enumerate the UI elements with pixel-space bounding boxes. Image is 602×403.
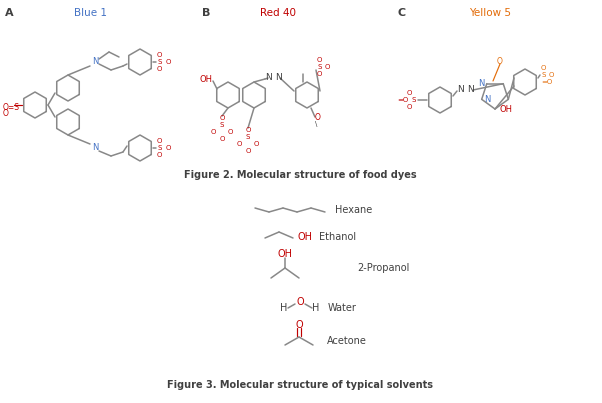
Text: OH: OH: [499, 104, 512, 114]
Text: O: O: [497, 58, 503, 66]
Text: O: O: [157, 152, 163, 158]
Text: O: O: [166, 145, 172, 151]
Text: O: O: [254, 141, 259, 147]
Text: O: O: [211, 129, 216, 135]
Text: O: O: [237, 141, 242, 147]
Text: Figure 3. Molecular structure of typical solvents: Figure 3. Molecular structure of typical…: [167, 380, 433, 390]
Text: Acetone: Acetone: [327, 336, 367, 346]
Text: B: B: [202, 8, 210, 18]
Text: N: N: [92, 143, 98, 152]
Text: N: N: [276, 73, 282, 83]
Text: Water: Water: [328, 303, 357, 313]
Text: H: H: [281, 303, 288, 313]
Text: O: O: [317, 57, 323, 63]
Text: OH: OH: [297, 232, 312, 242]
Text: \: \: [315, 121, 317, 127]
Text: Hexane: Hexane: [335, 205, 372, 215]
Text: S: S: [220, 122, 224, 128]
Text: O: O: [245, 127, 250, 133]
Text: A: A: [5, 8, 14, 18]
Text: N: N: [468, 85, 474, 94]
Text: OH: OH: [278, 249, 293, 259]
Text: S: S: [157, 59, 161, 65]
Text: OH: OH: [200, 75, 213, 85]
Text: N: N: [483, 95, 490, 104]
Text: O: O: [406, 90, 412, 96]
Text: =O: =O: [397, 97, 408, 103]
Text: S: S: [157, 145, 161, 151]
Text: O: O: [325, 64, 330, 70]
Text: O: O: [166, 59, 172, 65]
Text: O: O: [157, 138, 163, 144]
Text: O: O: [219, 115, 225, 121]
Text: Figure 2. Molecular structure of food dyes: Figure 2. Molecular structure of food dy…: [184, 170, 417, 180]
Text: S: S: [541, 72, 545, 78]
Text: O: O: [295, 320, 303, 330]
Text: O: O: [157, 66, 163, 72]
Text: S: S: [412, 97, 416, 103]
Text: O: O: [219, 136, 225, 142]
Text: N: N: [457, 85, 464, 94]
Text: N: N: [92, 58, 98, 66]
Text: H: H: [312, 303, 320, 313]
Text: N: N: [265, 73, 272, 83]
Text: C: C: [398, 8, 406, 18]
Text: O: O: [549, 72, 554, 78]
Text: O: O: [317, 71, 323, 77]
Text: O: O: [296, 297, 304, 307]
Text: Blue 1: Blue 1: [73, 8, 107, 18]
Text: S: S: [317, 64, 321, 70]
Text: 2-Propanol: 2-Propanol: [357, 263, 409, 273]
Text: O: O: [245, 148, 250, 154]
Text: O: O: [406, 104, 412, 110]
Text: Ethanol: Ethanol: [319, 232, 356, 242]
Text: O: O: [157, 52, 163, 58]
Text: O=S: O=S: [3, 102, 20, 112]
Text: =O: =O: [541, 79, 552, 85]
Text: N: N: [479, 79, 485, 88]
Text: O: O: [3, 108, 9, 118]
Text: S: S: [246, 134, 250, 140]
Text: Red 40: Red 40: [260, 8, 296, 18]
Text: O: O: [228, 129, 234, 135]
Text: O: O: [315, 114, 321, 123]
Text: Yellow 5: Yellow 5: [469, 8, 511, 18]
Text: O: O: [541, 65, 547, 71]
